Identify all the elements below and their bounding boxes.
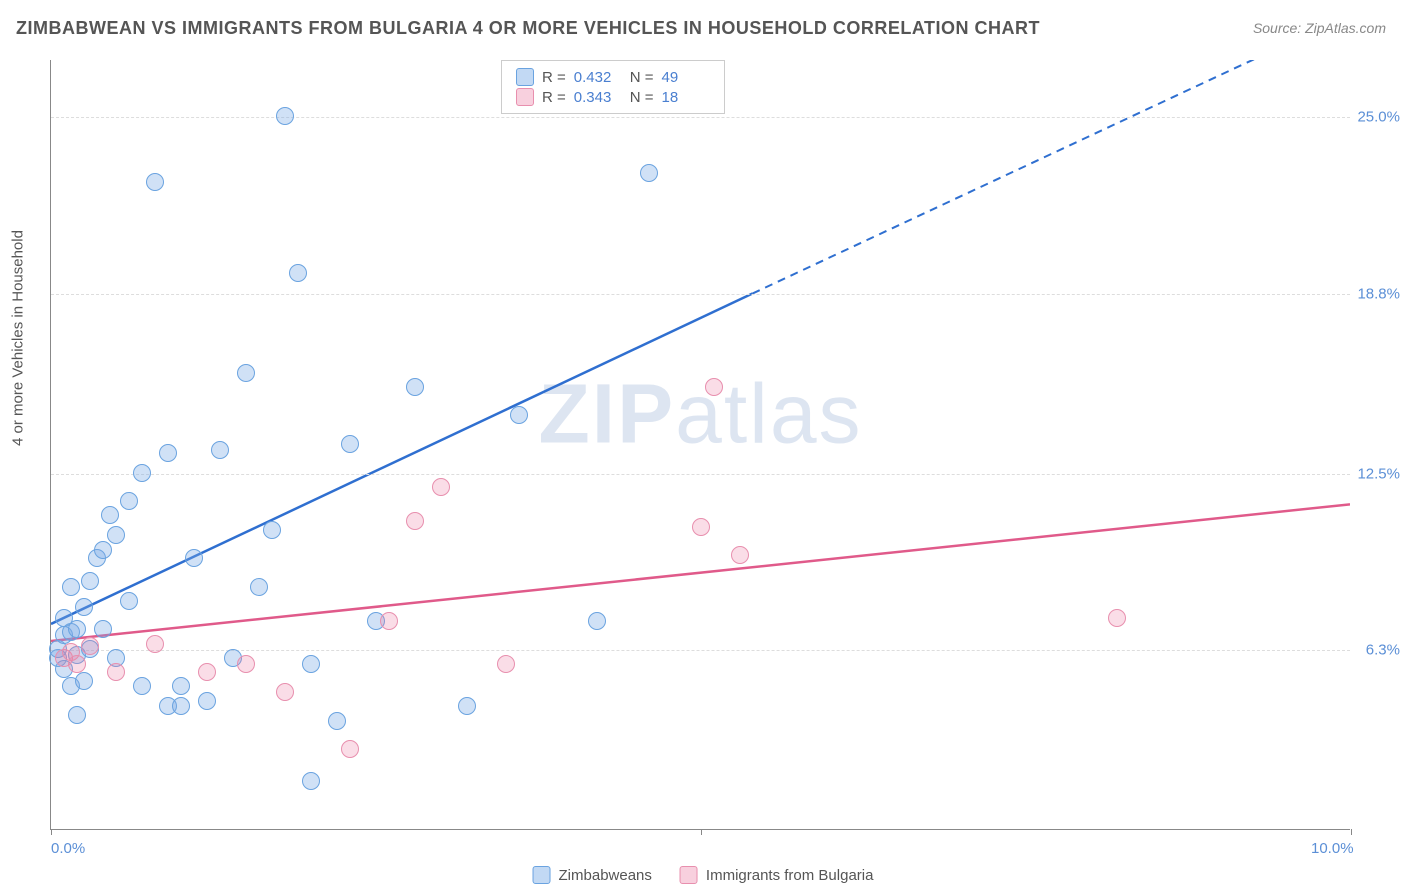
data-point-a (458, 697, 476, 715)
y-tick-label: 18.8% (1357, 285, 1400, 302)
y-tick-label: 6.3% (1366, 642, 1400, 659)
data-point-b (68, 655, 86, 673)
series-legend: Zimbabweans Immigrants from Bulgaria (533, 866, 874, 884)
data-point-a (302, 655, 320, 673)
data-point-a (81, 572, 99, 590)
data-point-a (133, 464, 151, 482)
data-point-a (328, 712, 346, 730)
data-point-a (341, 435, 359, 453)
chart-title: ZIMBABWEAN VS IMMIGRANTS FROM BULGARIA 4… (16, 18, 1040, 39)
data-point-a (263, 521, 281, 539)
legend-item-a: Zimbabweans (533, 866, 652, 884)
legend-row-a: R = 0.432 N = 49 (516, 67, 710, 87)
swatch-b (680, 866, 698, 884)
data-point-b (276, 683, 294, 701)
gridline (51, 650, 1350, 651)
swatch-a (533, 866, 551, 884)
data-point-a (68, 620, 86, 638)
gridline (51, 474, 1350, 475)
correlation-legend: R = 0.432 N = 49 R = 0.343 N = 18 (501, 60, 725, 114)
data-point-a (68, 706, 86, 724)
watermark-atlas: atlas (675, 366, 862, 460)
y-tick-label: 25.0% (1357, 109, 1400, 126)
data-point-a (101, 506, 119, 524)
watermark-zip: ZIP (538, 366, 675, 460)
trend-lines (51, 60, 1350, 829)
data-point-b (497, 655, 515, 673)
data-point-a (640, 164, 658, 182)
gridline (51, 117, 1350, 118)
data-point-b (692, 518, 710, 536)
data-point-a (75, 672, 93, 690)
data-point-a (510, 406, 528, 424)
r-value-b: 0.343 (574, 89, 622, 106)
n-label: N = (630, 89, 654, 106)
series-name-a: Zimbabweans (559, 867, 652, 884)
data-point-b (237, 655, 255, 673)
source-attribution: Source: ZipAtlas.com (1253, 20, 1386, 36)
data-point-a (302, 772, 320, 790)
plot-area: ZIPatlas R = 0.432 N = 49 R = 0.343 N = … (50, 60, 1350, 830)
data-point-a (94, 541, 112, 559)
data-point-b (198, 663, 216, 681)
n-label: N = (630, 69, 654, 86)
gridline (51, 294, 1350, 295)
data-point-b (146, 635, 164, 653)
n-value-a: 49 (662, 69, 710, 86)
data-point-a (94, 620, 112, 638)
swatch-a (516, 68, 534, 86)
data-point-a (289, 264, 307, 282)
data-point-b (380, 612, 398, 630)
x-tick-mark (701, 829, 702, 835)
data-point-a (159, 444, 177, 462)
x-tick-label: 0.0% (51, 840, 85, 857)
data-point-a (133, 677, 151, 695)
data-point-a (62, 578, 80, 596)
data-point-a (185, 549, 203, 567)
data-point-a (276, 107, 294, 125)
y-tick-label: 12.5% (1357, 465, 1400, 482)
swatch-b (516, 88, 534, 106)
data-point-a (146, 173, 164, 191)
chart-container: ZIMBABWEAN VS IMMIGRANTS FROM BULGARIA 4… (0, 0, 1406, 892)
r-label: R = (542, 69, 566, 86)
data-point-a (75, 598, 93, 616)
data-point-b (705, 378, 723, 396)
data-point-b (341, 740, 359, 758)
x-tick-mark (51, 829, 52, 835)
data-point-b (432, 478, 450, 496)
watermark: ZIPatlas (538, 365, 862, 462)
y-axis-title: 4 or more Vehicles in Household (10, 230, 27, 446)
data-point-a (107, 526, 125, 544)
data-point-a (588, 612, 606, 630)
data-point-a (172, 697, 190, 715)
series-name-b: Immigrants from Bulgaria (706, 867, 874, 884)
data-point-b (107, 663, 125, 681)
data-point-a (250, 578, 268, 596)
data-point-a (237, 364, 255, 382)
data-point-a (198, 692, 216, 710)
data-point-b (81, 637, 99, 655)
x-tick-label: 10.0% (1311, 840, 1354, 857)
data-point-a (211, 441, 229, 459)
legend-item-b: Immigrants from Bulgaria (680, 866, 874, 884)
x-tick-mark (1351, 829, 1352, 835)
data-point-b (1108, 609, 1126, 627)
data-point-a (120, 592, 138, 610)
data-point-b (406, 512, 424, 530)
r-label: R = (542, 89, 566, 106)
data-point-b (731, 546, 749, 564)
data-point-a (406, 378, 424, 396)
data-point-a (172, 677, 190, 695)
legend-row-b: R = 0.343 N = 18 (516, 87, 710, 107)
n-value-b: 18 (662, 89, 710, 106)
r-value-a: 0.432 (574, 69, 622, 86)
data-point-a (120, 492, 138, 510)
